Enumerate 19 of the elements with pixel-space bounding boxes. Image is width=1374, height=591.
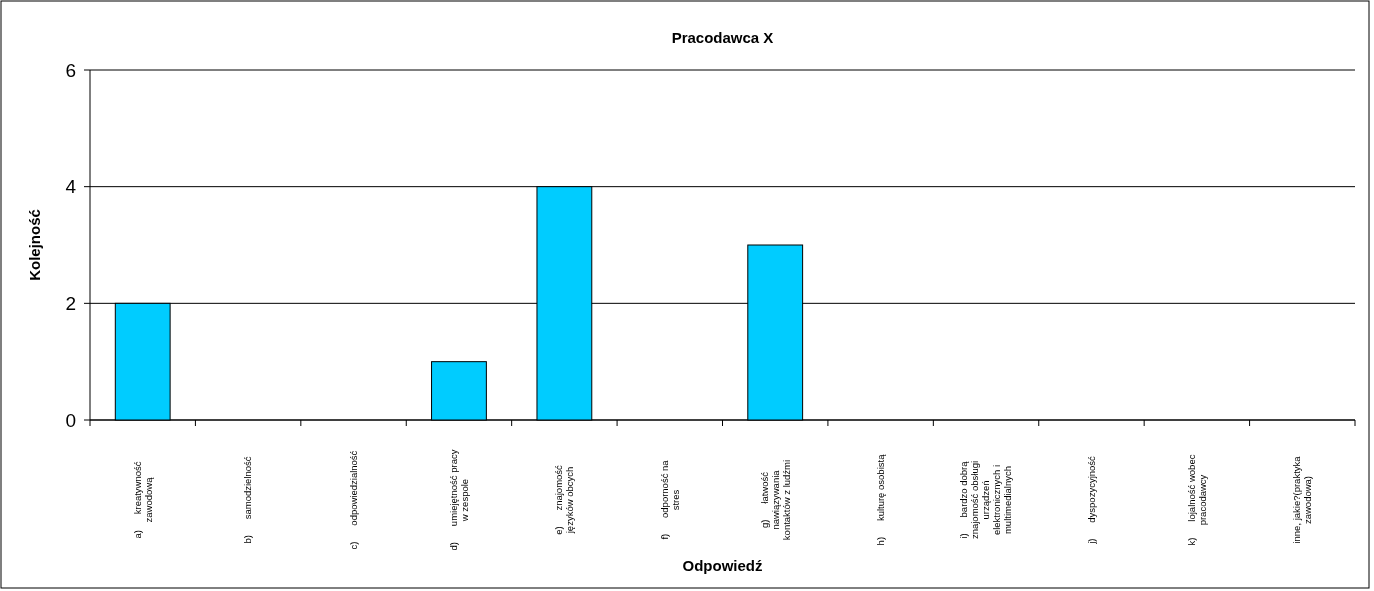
x-tick-label: f) odporność na stres: [658, 459, 681, 540]
y-tick-label: 2: [65, 292, 76, 314]
x-tick-label: a) kreatywność zawodową: [131, 461, 154, 539]
y-tick-label: 4: [65, 176, 77, 198]
x-tick-label: inne, jakie?(praktyka zawodowa): [1291, 455, 1314, 544]
x-axis-title: Odpowiedź: [682, 557, 763, 574]
x-tick-label: i) bardzo dobrą znajomość obsługi urządzeń elektronicznych i multimedialnych: [958, 460, 1014, 540]
chart-title: Pracodawca X: [671, 29, 774, 46]
x-tick-label: b) samodzielność: [242, 456, 254, 544]
x-tick-label: h) kulturę osobistą: [874, 453, 886, 546]
x-tick-label: g) łatwość nawiązywania kontaktów z ludźmi: [758, 459, 792, 541]
x-tick-label: e) znajomość języków obcych: [553, 464, 576, 535]
x-tick-label: k) lojalność wobec pracodawcy: [1185, 454, 1208, 546]
y-tick-label: 0: [65, 409, 76, 431]
x-tick-label: j) dyspozycyjność: [1085, 455, 1097, 545]
x-tick-label: c) odpowiedzialność: [347, 450, 359, 550]
x-tick-label: d) umiejętność pracy w zespole: [447, 449, 470, 551]
y-axis-title: Kolejność: [26, 209, 43, 281]
y-tick-label: 6: [65, 59, 76, 81]
